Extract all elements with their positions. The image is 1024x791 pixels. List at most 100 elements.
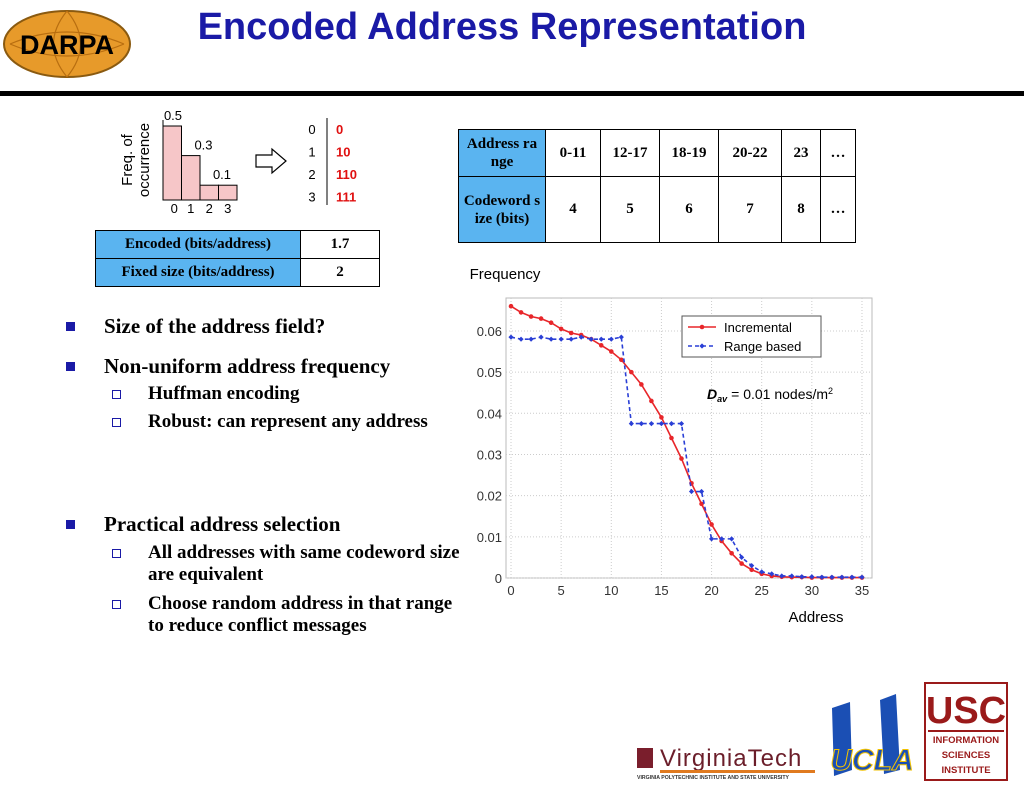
hist-x-label: 1 <box>187 201 194 216</box>
point <box>718 536 725 542</box>
sub-bullet-text: Huffman encoding <box>148 383 300 404</box>
row: Address range 0-11 12-17 18-19 20-22 23… <box>458 129 856 177</box>
point <box>659 415 664 420</box>
x-tick-label: 10 <box>604 583 618 598</box>
sub-bullet-text: All addresses with same codeword size ar… <box>148 542 460 585</box>
point <box>779 573 785 579</box>
point <box>678 420 685 427</box>
x-tick-label: 5 <box>558 583 565 598</box>
codeword: 0 <box>336 122 343 137</box>
cell: Codeword size (bits) <box>458 176 546 243</box>
y-axis-label: Frequency <box>470 266 541 283</box>
point <box>538 334 544 340</box>
codeword: 10 <box>336 145 350 160</box>
annotation: Dav = 0.01 nodes/m2 <box>707 386 833 404</box>
point <box>799 574 805 580</box>
bullet-text: Size of the address field? <box>104 314 326 338</box>
point <box>658 420 665 427</box>
cell: 18-19 <box>659 129 719 177</box>
point <box>749 567 754 573</box>
cell: Encoded (bits/address) <box>95 230 301 259</box>
cell: 1.7 <box>300 230 380 259</box>
y-tick-label: 0.05 <box>477 365 502 380</box>
point <box>608 349 614 354</box>
title-rule <box>0 91 1024 96</box>
hist-y-label: Freq. of <box>119 133 136 186</box>
point <box>739 561 744 566</box>
hist-bar <box>218 184 238 201</box>
point <box>598 336 604 342</box>
x-tick-label: 30 <box>805 583 819 598</box>
cell: 23 <box>781 129 821 177</box>
ucla-towers <box>832 694 900 776</box>
annotation-part: 2 <box>828 386 833 396</box>
symbol: 0 <box>308 122 315 137</box>
cell: Address range <box>458 129 546 177</box>
point <box>709 522 714 527</box>
vt-text: VirginiaTech <box>660 745 802 772</box>
point <box>668 420 675 427</box>
sub-bullet-marker <box>112 418 121 427</box>
hist-bar <box>199 184 219 201</box>
range-table: Address range 0-11 12-17 18-19 20-22 23… Codew… <box>458 129 856 243</box>
point <box>708 536 715 542</box>
point <box>568 336 574 342</box>
hist-value-label: 0.3 <box>194 138 212 153</box>
vt-sub: VIRGINIA POLYTECHNIC INSTITUTE AND STATE… <box>637 775 790 781</box>
symbol: 2 <box>308 167 315 182</box>
point <box>749 563 755 569</box>
point <box>558 336 564 342</box>
row: Codeword size (bits) 4 5 6 7 8… <box>458 176 856 243</box>
cell: … <box>820 176 856 243</box>
annotation-part: av <box>717 394 728 404</box>
sub-bullet-marker <box>112 600 121 609</box>
point <box>649 398 654 404</box>
isi-text: SCIENCES <box>942 750 991 761</box>
point <box>628 420 634 427</box>
point <box>548 320 554 326</box>
y-tick-label: 0.04 <box>477 406 502 421</box>
point <box>638 420 644 427</box>
point <box>618 334 624 340</box>
cell: Fixed size (bits/address) <box>95 258 301 287</box>
point <box>588 336 594 342</box>
point <box>508 334 514 340</box>
point <box>679 456 684 461</box>
point <box>789 573 795 579</box>
x-tick-label: 20 <box>704 583 718 598</box>
isi-text: INSTITUTE <box>941 765 990 776</box>
point <box>528 336 534 342</box>
point <box>698 488 705 495</box>
cell: 6 <box>659 176 719 243</box>
sub-bullet-text: Robust: can represent any address <box>148 411 428 432</box>
point <box>639 382 644 387</box>
cell: 5 <box>600 176 660 243</box>
y-tick-label: 0.01 <box>477 530 502 545</box>
cell: 4 <box>545 176 601 243</box>
point <box>859 574 865 580</box>
cell: 8 <box>781 176 821 243</box>
point <box>839 574 845 580</box>
point <box>829 574 835 580</box>
annotation-part: D <box>707 386 717 402</box>
bullet-marker <box>66 362 75 371</box>
point <box>518 310 524 315</box>
hist-y-label: occurrence <box>136 123 153 197</box>
codeword: 111 <box>336 190 356 205</box>
point <box>508 303 514 309</box>
point <box>819 574 825 580</box>
darpa-text: DARPA <box>20 30 114 60</box>
x-tick-label: 0 <box>507 583 514 598</box>
point <box>518 336 524 342</box>
sub-bullet-text: Choose random address in that range to r… <box>148 593 453 636</box>
symbol: 3 <box>308 190 315 205</box>
point <box>849 574 855 580</box>
x-tick-label: 35 <box>855 583 869 598</box>
hist-bar <box>162 125 182 201</box>
y-tick-label: 0.06 <box>477 324 502 339</box>
symbol: 1 <box>308 145 315 160</box>
cell: 2 <box>300 258 380 287</box>
hist-value-label: 0.5 <box>164 108 182 123</box>
point <box>699 501 704 507</box>
usc-text: USC <box>926 690 1006 732</box>
